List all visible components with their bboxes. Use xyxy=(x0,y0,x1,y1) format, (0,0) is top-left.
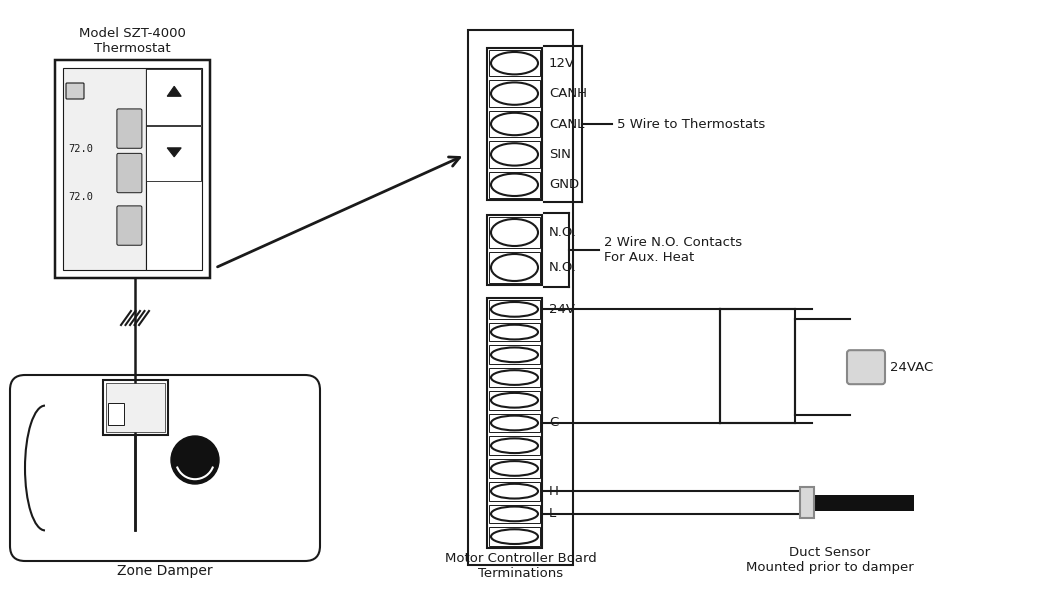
Bar xyxy=(489,217,540,248)
Text: C: C xyxy=(549,417,558,430)
Ellipse shape xyxy=(491,529,538,544)
Ellipse shape xyxy=(491,393,538,408)
Bar xyxy=(489,459,540,478)
Text: Duct Sensor
Mounted prior to damper: Duct Sensor Mounted prior to damper xyxy=(746,546,914,573)
Text: 24VAC: 24VAC xyxy=(890,360,933,373)
Ellipse shape xyxy=(491,484,538,499)
Ellipse shape xyxy=(491,370,538,385)
Bar xyxy=(487,298,542,548)
Bar xyxy=(489,504,540,523)
FancyBboxPatch shape xyxy=(66,83,84,99)
Bar xyxy=(814,494,914,510)
Bar xyxy=(107,403,123,425)
Text: Zone Damper: Zone Damper xyxy=(117,564,213,578)
Text: Motor Controller Board
Terminations: Motor Controller Board Terminations xyxy=(444,552,597,580)
Bar xyxy=(146,68,202,270)
Bar xyxy=(489,391,540,409)
FancyBboxPatch shape xyxy=(10,375,320,561)
Bar xyxy=(489,172,540,198)
FancyBboxPatch shape xyxy=(117,109,142,148)
Bar xyxy=(63,68,146,270)
FancyBboxPatch shape xyxy=(117,153,142,193)
Bar xyxy=(489,80,540,107)
Bar xyxy=(487,215,542,285)
Ellipse shape xyxy=(491,438,538,453)
Bar xyxy=(489,50,540,76)
Ellipse shape xyxy=(491,348,538,362)
Ellipse shape xyxy=(491,254,538,281)
Ellipse shape xyxy=(491,173,538,196)
Bar xyxy=(800,487,814,518)
Bar xyxy=(489,252,540,283)
Text: SIN: SIN xyxy=(549,148,571,161)
Text: 5 Wire to Thermostats: 5 Wire to Thermostats xyxy=(617,117,766,130)
Ellipse shape xyxy=(491,219,538,246)
Text: 12V: 12V xyxy=(549,57,575,70)
Bar xyxy=(489,368,540,387)
Bar xyxy=(489,323,540,342)
Bar xyxy=(105,383,165,432)
Bar xyxy=(489,300,540,319)
Ellipse shape xyxy=(491,324,538,339)
Bar xyxy=(146,126,201,181)
Bar xyxy=(489,141,540,168)
Bar xyxy=(55,60,210,278)
Ellipse shape xyxy=(491,83,538,105)
Text: H: H xyxy=(549,484,559,498)
Ellipse shape xyxy=(491,52,538,74)
Bar xyxy=(487,48,542,200)
Bar xyxy=(489,437,540,455)
Bar xyxy=(489,527,540,546)
Text: N.O.: N.O. xyxy=(549,261,577,274)
Circle shape xyxy=(171,436,219,484)
Polygon shape xyxy=(167,148,181,157)
Bar xyxy=(489,111,540,137)
Bar xyxy=(489,414,540,432)
Bar xyxy=(102,380,168,435)
Text: 24V: 24V xyxy=(549,303,575,316)
Text: 72.0: 72.0 xyxy=(68,192,93,202)
Text: CANL: CANL xyxy=(549,117,584,130)
Bar xyxy=(468,30,573,565)
Bar xyxy=(489,346,540,364)
Ellipse shape xyxy=(491,143,538,166)
Text: CANH: CANH xyxy=(549,87,587,100)
Ellipse shape xyxy=(491,113,538,135)
Ellipse shape xyxy=(491,302,538,317)
Ellipse shape xyxy=(491,507,538,522)
Text: 72.0: 72.0 xyxy=(68,144,93,154)
Ellipse shape xyxy=(491,415,538,430)
Polygon shape xyxy=(167,86,181,96)
Text: L: L xyxy=(549,507,556,520)
FancyBboxPatch shape xyxy=(847,350,886,384)
Text: N.O.: N.O. xyxy=(549,226,577,239)
Text: Model SZT-4000
Thermostat: Model SZT-4000 Thermostat xyxy=(79,27,186,55)
Bar xyxy=(489,482,540,500)
Text: 2 Wire N.O. Contacts
For Aux. Heat: 2 Wire N.O. Contacts For Aux. Heat xyxy=(604,236,743,264)
Bar xyxy=(146,69,201,124)
FancyBboxPatch shape xyxy=(117,206,142,245)
Text: GND: GND xyxy=(549,178,579,191)
Ellipse shape xyxy=(491,461,538,476)
